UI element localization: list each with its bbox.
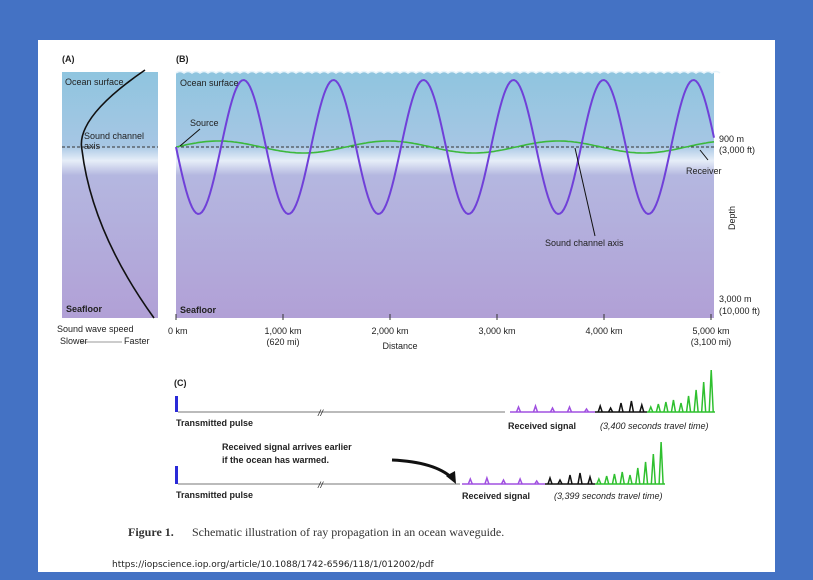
caption-prefix: Figure 1.: [128, 525, 174, 539]
surface-label: Ocean surface: [65, 77, 124, 87]
axis-label: Sound channel: [84, 131, 144, 141]
signal-spike: [607, 406, 614, 413]
signal-spike: [566, 404, 573, 413]
distance-axis: 0 km 1,000 km 2,000 km 3,000 km 4,000 km 5,00…: [168, 314, 730, 336]
signal-spike: [515, 404, 522, 413]
panel-label: (A): [62, 54, 75, 64]
time-label: (3,399 seconds travel time): [554, 491, 663, 501]
signal-spike: [635, 467, 641, 485]
signal-spike: [627, 474, 633, 485]
faster-label: Faster: [124, 336, 150, 346]
distance-sub: (3,100 mi): [691, 337, 732, 347]
caption-text: Schematic illustration of ray propagatio…: [192, 525, 504, 539]
signal-label: Received signal: [462, 491, 530, 501]
signal-spike: [700, 381, 707, 413]
purple-ray: [175, 78, 715, 216]
signal-spike: [596, 476, 602, 485]
panel-b-water: [176, 72, 714, 318]
distance-tick-label: 3,000 km: [478, 326, 515, 336]
signal-spike: [655, 403, 662, 413]
surface-label: Ocean surface: [180, 78, 239, 88]
distance-title: Distance: [382, 341, 417, 351]
signal-spike: [650, 453, 657, 485]
distance-tick-label: 5,000 km: [692, 326, 729, 336]
speed-label: Sound wave speed: [57, 324, 134, 334]
note-arrowhead: [446, 471, 456, 484]
break-mark: //: [317, 408, 325, 418]
signal-spike: [603, 475, 610, 485]
signal-spike: [532, 403, 539, 413]
signal-spike: [587, 474, 593, 485]
signal-spike: [500, 478, 507, 485]
source-pointer: [179, 128, 201, 147]
depth-label: 3,000 m: [719, 294, 752, 304]
surface-waves: [175, 70, 721, 74]
pulse: [175, 396, 178, 412]
axis-label: Sound channel axis: [545, 238, 624, 248]
signal-spike: [678, 402, 684, 413]
signal-spike: [642, 461, 649, 485]
distance-tick-label: 0 km: [168, 326, 188, 336]
signal-spike: [648, 404, 654, 413]
seafloor-label: Seafloor: [66, 304, 103, 314]
signal-spike: [583, 407, 590, 413]
signal-spike: [693, 389, 699, 413]
signal-spike: [484, 475, 490, 485]
pulse-label: Transmitted pulse: [176, 418, 253, 428]
signal-spike: [639, 402, 645, 413]
received-signal: [510, 369, 715, 413]
distance-tick-label: 1,000 km: [264, 326, 301, 336]
depth-label: (10,000 ft): [719, 306, 760, 316]
signal-label: Received signal: [508, 421, 576, 431]
signal-spike: [663, 401, 669, 413]
receiver-pointer: [699, 149, 709, 161]
source-label: Source: [190, 118, 219, 128]
received-signal: [462, 441, 665, 485]
signal-spike: [618, 402, 624, 413]
pulse: [175, 466, 178, 484]
axis-label: axis: [84, 141, 101, 151]
note: Received signal arrives earlier: [222, 442, 352, 452]
time-label: (3,400 seconds travel time): [600, 421, 709, 431]
signal-spike: [577, 472, 583, 485]
signal-spike: [549, 406, 556, 413]
depth-title: Depth: [727, 206, 737, 230]
signal-spike: [534, 479, 540, 485]
panel-label: (C): [174, 378, 187, 388]
signal-spike: [467, 476, 473, 485]
panel-label: (B): [176, 54, 189, 64]
signal-spike: [685, 395, 692, 413]
distance-tick-label: 4,000 km: [585, 326, 622, 336]
seafloor-label: Seafloor: [180, 305, 217, 315]
note: if the ocean has warmed.: [222, 455, 329, 465]
distance-sub: (620 mi): [266, 337, 299, 347]
signal-spike: [517, 476, 523, 485]
signal-spike: [547, 475, 553, 485]
panel-a-water: [62, 72, 158, 318]
signal-spike: [567, 474, 573, 485]
signal-spike: [597, 403, 603, 413]
slower-label: Slower: [60, 336, 88, 346]
receiver-label: Receiver: [686, 166, 722, 176]
signal-spike: [670, 399, 677, 413]
axis-pointer: [574, 147, 596, 237]
signal-spike: [611, 473, 618, 485]
signal-spike: [658, 441, 664, 485]
source-url: https://iopscience.iop.org/article/10.10…: [112, 560, 434, 570]
pulse-label: Transmitted pulse: [176, 490, 253, 500]
signal-spike: [628, 400, 635, 413]
distance-tick-label: 2,000 km: [371, 326, 408, 336]
depth-label: 900 m: [719, 134, 744, 144]
speed-profile: [80, 69, 155, 319]
signal-spike: [619, 471, 625, 485]
signal-spike: [557, 478, 563, 485]
depth-label: (3,000 ft): [719, 145, 755, 155]
signal-spike: [708, 369, 714, 413]
break-mark: //: [317, 480, 325, 490]
